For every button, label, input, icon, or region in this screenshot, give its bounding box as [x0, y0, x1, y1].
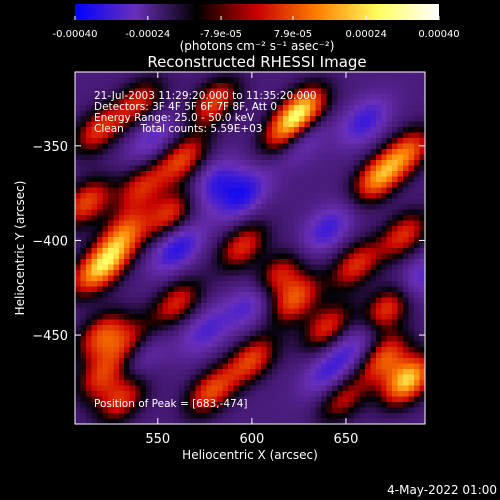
chart-title: Reconstructed RHESSI Image: [147, 53, 366, 71]
observation-info: 21-Jul-2003 11:29:20.000 to 11:35:20.000…: [94, 90, 317, 135]
colorbar-ticks: -0.00040 -0.00024 -7.9e-05 7.9e-05 0.00024 0.…: [53, 16, 460, 40]
colorbar-tick-label: -7.9e-05: [200, 29, 242, 40]
plot-frame: [74, 71, 426, 425]
x-tick-label: 600: [239, 432, 264, 447]
y-tick-label: −400: [32, 234, 68, 249]
colorbar-unit-label: (photons cm⁻² s⁻¹ asec⁻²): [180, 39, 335, 53]
annotation-time-range: 21-Jul-2003 11:29:20.000 to 11:35:20.000: [94, 90, 317, 102]
axis-ticks: 550 600 650 −350 −400 −450: [32, 72, 425, 447]
heatmap-image: [75, 72, 425, 424]
x-axis-label: Heliocentric X (arcsec): [182, 448, 318, 462]
y-tick-label: −350: [32, 140, 68, 155]
y-axis-label: Heliocentric Y (arcsec): [13, 181, 27, 316]
colorbar: [75, 4, 439, 20]
x-tick-label: 650: [334, 432, 359, 447]
colorbar-tick-label: 0.00024: [346, 29, 387, 40]
y-tick-label: −450: [32, 329, 68, 344]
colorbar-tick-label: -0.00024: [125, 29, 170, 40]
x-tick-label: 550: [145, 432, 170, 447]
peak-position-label: Position of Peak = [683,-474]: [94, 398, 248, 410]
colorbar-tick-label: 0.00040: [418, 29, 459, 40]
colorbar-tick-label: 7.9e-05: [274, 29, 312, 40]
annotation-clean-counts: Clean Total counts: 5.59E+03: [94, 123, 263, 135]
colorbar-tick-label: -0.00040: [53, 29, 98, 40]
annotation-energy-range: Energy Range: 25.0 - 50.0 keV: [94, 112, 255, 124]
annotation-detectors: Detectors: 3F 4F 5F 6F 7F 8F, Att 0: [94, 101, 277, 113]
footer-timestamp: 4-May-2022 01:00: [387, 483, 497, 497]
